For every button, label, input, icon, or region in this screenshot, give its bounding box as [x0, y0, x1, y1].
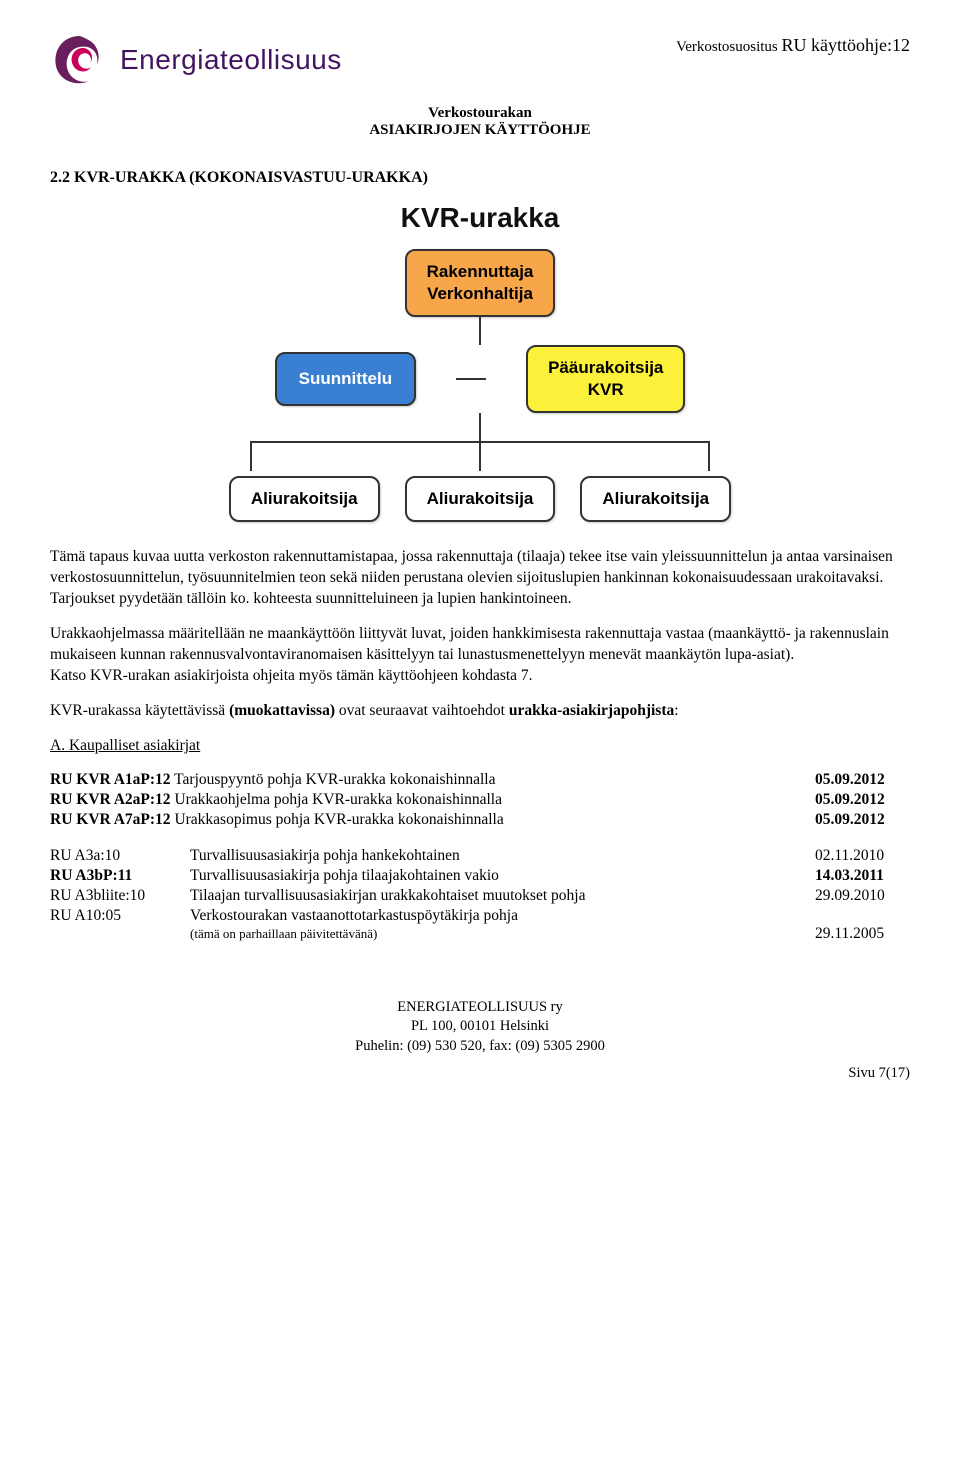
diagram-title: KVR-urakka	[160, 202, 800, 234]
para2-text: Urakkaohjelmassa määritellään ne maankäy…	[50, 625, 889, 663]
mid-center-l1: Pääurakoitsija	[548, 357, 663, 379]
org-diagram: KVR-urakka Rakennuttaja Verkonhaltija Su…	[160, 202, 800, 522]
doc-ref-prefix: Verkostosuositus	[676, 39, 781, 55]
top-box-l1: Rakennuttaja	[427, 261, 534, 283]
connector	[456, 378, 486, 380]
logo-text: Energiateollisuus	[120, 44, 342, 76]
doc-date: 05.09.2012	[815, 771, 885, 788]
diagram-bottom-1: Aliurakoitsija	[229, 476, 380, 522]
diagram-top-box: Rakennuttaja Verkonhaltija	[405, 249, 556, 317]
doc-row: RU KVR A1aP:12 Tarjouspyyntö pohja KVR-u…	[50, 771, 910, 789]
p3a: KVR-urakassa käytettävissä	[50, 702, 229, 719]
footer-l1: ENERGIATEOLLISUUS ry	[50, 998, 910, 1018]
doc-code: RU A3bliite:10	[50, 887, 190, 905]
connector	[479, 317, 481, 345]
p3paren: (muokattavissa)	[229, 702, 335, 719]
doc-date: 05.09.2012	[815, 811, 885, 828]
doc-desc: Tilaajan turvallisuusasiakirjan urakkako…	[190, 887, 815, 905]
doc-desc: Urakkaohjelma pohja KVR-urakka kokonaish…	[171, 791, 502, 808]
p3bold: urakka-asiakirjapohjista	[509, 702, 674, 719]
table-row: RU A3a:10 Turvallisuusasiakirja pohja ha…	[50, 847, 910, 865]
doc-date: 29.11.2005	[815, 925, 910, 943]
diagram-bottom-3: Aliurakoitsija	[580, 476, 731, 522]
doc-desc: Turvallisuusasiakirja pohja tilaajakohta…	[190, 867, 815, 885]
footer-l2: PL 100, 00101 Helsinki	[50, 1017, 910, 1037]
doc-date: 29.09.2010	[815, 887, 910, 905]
top-box-l2: Verkonhaltija	[427, 283, 534, 305]
doc-date: 05.09.2012	[815, 791, 885, 808]
paragraph-1: Tämä tapaus kuvaa uutta verkoston rakenn…	[50, 547, 910, 610]
table-row: RU A3bliite:10 Tilaajan turvallisuusasia…	[50, 887, 910, 905]
doc-desc: Tarjouspyyntö pohja KVR-urakka kokonaish…	[171, 771, 496, 788]
logo-block: Energiateollisuus	[50, 30, 342, 90]
diagram-mid-center: Pääurakoitsija KVR	[526, 345, 685, 413]
doc-desc: Turvallisuusasiakirja pohja hankekohtain…	[190, 847, 815, 865]
p3c: :	[674, 702, 678, 719]
paragraph-2: Urakkaohjelmassa määritellään ne maankäy…	[50, 624, 910, 687]
diagram-bottom-2: Aliurakoitsija	[405, 476, 556, 522]
doc-row: RU KVR A7aP:12 Urakkasopimus pohja KVR-u…	[50, 811, 910, 829]
doc-note: (tämä on parhaillaan päivitettävänä)	[190, 926, 377, 941]
doc-ref-main: RU käyttöohje:12	[782, 35, 911, 55]
doc-code: RU KVR A2aP:12	[50, 791, 171, 808]
other-doc-table: RU A3a:10 Turvallisuusasiakirja pohja ha…	[50, 847, 910, 943]
para2b-text: Katso KVR-urakan asiakirjoista ohjeita m…	[50, 667, 533, 684]
kvr-doc-list: RU KVR A1aP:12 Tarjouspyyntö pohja KVR-u…	[50, 771, 910, 829]
doc-code: RU A3a:10	[50, 847, 190, 865]
page-footer: ENERGIATEOLLISUUS ry PL 100, 00101 Helsi…	[50, 998, 910, 1057]
doc-date: 02.11.2010	[815, 847, 910, 865]
page-number: Sivu 7(17)	[50, 1065, 910, 1082]
doc-date: 14.03.2011	[815, 867, 884, 884]
section-a-title: A. Kaupalliset asiakirjat	[50, 736, 910, 757]
doc-code: RU KVR A7aP:12	[50, 811, 171, 828]
paragraph-3: KVR-urakassa käytettävissä (muokattaviss…	[50, 701, 910, 722]
p3b: ovat seuraavat vaihtoehdot	[335, 702, 509, 719]
connector-split	[160, 441, 800, 476]
section-title: 2.2 KVR-URAKKA (KOKONAISVASTUU-URAKKA)	[50, 169, 910, 187]
swirl-icon	[50, 30, 110, 90]
doc-code: RU A10:05	[50, 907, 190, 925]
doc-desc: Urakkasopimus pohja KVR-urakka kokonaish…	[171, 811, 504, 828]
connector	[479, 413, 481, 441]
doc-reference: Verkostosuositus RU käyttöohje:12	[676, 35, 910, 56]
table-row: RU A3bP:11 Turvallisuusasiakirja pohja t…	[50, 867, 910, 885]
center-line2: ASIAKIRJOJEN KÄYTTÖOHJE	[50, 122, 910, 139]
doc-code: RU A3bP:11	[50, 867, 132, 884]
table-row: RU A10:05 Verkostourakan vastaanottotark…	[50, 907, 910, 943]
footer-l3: Puhelin: (09) 530 520, fax: (09) 5305 29…	[50, 1037, 910, 1057]
diagram-mid-left: Suunnittelu	[275, 352, 416, 406]
center-heading: Verkostourakan ASIAKIRJOJEN KÄYTTÖOHJE	[50, 105, 910, 139]
doc-desc: Verkostourakan vastaanottotarkastuspöytä…	[190, 907, 518, 924]
mid-center-l2: KVR	[548, 379, 663, 401]
doc-row: RU KVR A2aP:12 Urakkaohjelma pohja KVR-u…	[50, 791, 910, 809]
doc-code: RU KVR A1aP:12	[50, 771, 171, 788]
center-line1: Verkostourakan	[50, 105, 910, 122]
